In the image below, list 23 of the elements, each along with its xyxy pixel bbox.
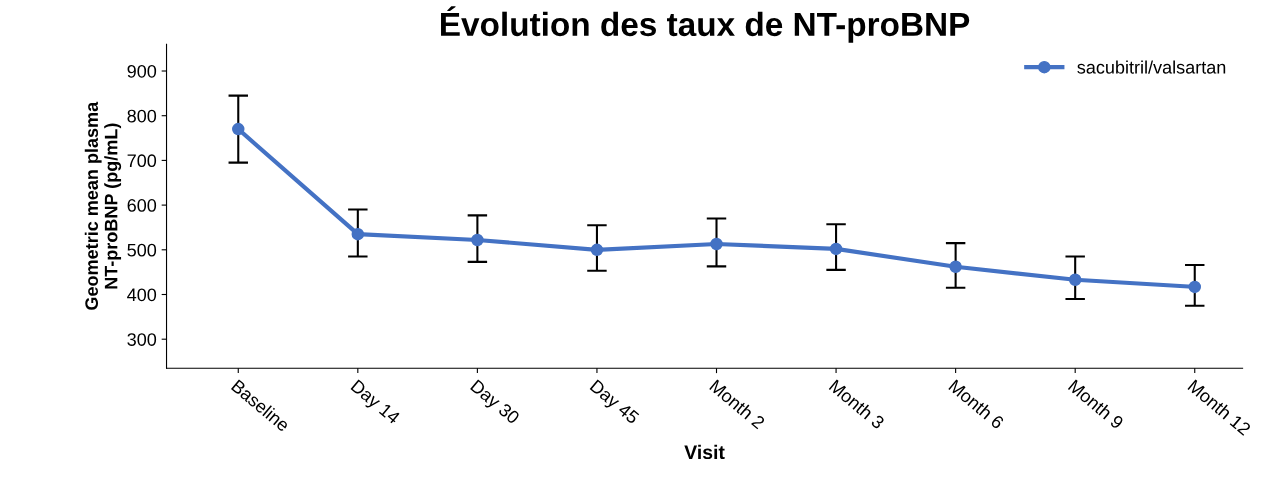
legend-label: sacubitril/valsartan (1077, 60, 1226, 74)
y-axis-title: Geometric mean plasma NT-proBNP (pg/mL) (84, 101, 122, 310)
point (351, 227, 365, 241)
y-tick-label: 800 (127, 109, 157, 123)
y-tick-label: 300 (127, 333, 157, 346)
x-tick-label: Day 14 (348, 379, 401, 428)
y-tick-label: 400 (127, 288, 157, 302)
point (471, 233, 484, 247)
point (1188, 280, 1201, 294)
x-axis-title: Visit (684, 444, 725, 460)
x-tick-label: Day 30 (467, 379, 521, 428)
chart-title: Évolution des taux de NT-proBNP (441, 6, 970, 43)
point (1068, 273, 1082, 286)
point (829, 242, 843, 256)
point (232, 122, 245, 136)
y-tick-label: 700 (127, 154, 157, 168)
point (590, 243, 604, 257)
point (949, 260, 962, 274)
y-tick-label: 500 (127, 243, 157, 257)
y-tick-label: 600 (127, 199, 157, 212)
y-tick-label: 900 (127, 64, 157, 78)
x-tick-label: Day 45 (587, 379, 640, 428)
point (710, 237, 723, 251)
